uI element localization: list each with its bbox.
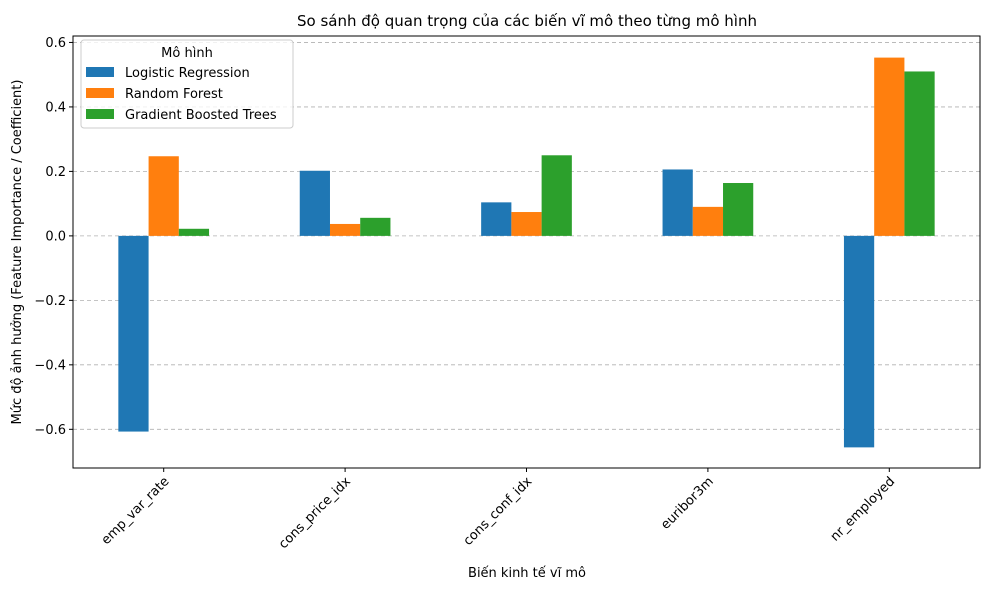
x-axis-label: Biến kinh tế vĩ mô xyxy=(468,566,586,581)
y-tick-label: −0.6 xyxy=(34,423,66,438)
legend-label: Random Forest xyxy=(125,87,223,102)
legend: Mô hình Logistic Regression Random Forest… xyxy=(80,39,294,129)
x-tick-label: cons_price_idx xyxy=(276,474,354,552)
bar xyxy=(904,71,935,236)
legend-swatch xyxy=(86,67,114,77)
bar xyxy=(360,217,391,236)
y-tick-label: 0.4 xyxy=(45,100,66,115)
bar xyxy=(723,183,754,236)
bar xyxy=(662,169,693,236)
bar xyxy=(329,223,361,236)
bar xyxy=(874,57,905,236)
bar xyxy=(118,235,149,432)
y-tick-label: 0.2 xyxy=(45,165,66,180)
y-tick-label: −0.2 xyxy=(34,294,66,309)
bar xyxy=(692,206,724,236)
bar xyxy=(541,155,572,236)
x-axis: emp_var_rate cons_price_idx cons_conf_idx e… xyxy=(99,468,898,552)
x-tick-label: nr_employed xyxy=(828,474,898,544)
legend-label: Logistic Regression xyxy=(125,66,250,81)
y-tick-label: 0.0 xyxy=(45,229,66,244)
bar xyxy=(511,212,542,236)
y-tick-label: −0.4 xyxy=(34,358,66,373)
y-tick-label: 0.6 xyxy=(45,36,66,51)
x-tick-label: cons_conf_idx xyxy=(461,474,536,549)
legend-box xyxy=(80,39,294,129)
y-axis-label: Mức độ ảnh hưởng (Feature Importance / C… xyxy=(10,80,25,425)
bar xyxy=(481,202,512,236)
bar xyxy=(178,228,210,236)
chart-title: So sánh độ quan trọng của các biến vĩ mô… xyxy=(297,12,757,30)
legend-label: Gradient Boosted Trees xyxy=(125,108,277,123)
legend-items: Logistic Regression Random Forest Gradient… xyxy=(86,66,277,123)
legend-swatch xyxy=(86,88,114,98)
bar xyxy=(299,170,330,236)
bar xyxy=(148,156,179,236)
legend-swatch xyxy=(86,109,114,119)
x-tick-label: emp_var_rate xyxy=(99,474,173,548)
legend-title: Mô hình xyxy=(161,46,213,61)
y-axis: −0.6 −0.4 −0.2 0.0 0.2 0.4 0.6 xyxy=(34,36,73,438)
x-tick-label: euribor3m xyxy=(658,474,716,532)
bar xyxy=(843,235,875,448)
bars xyxy=(118,57,935,448)
